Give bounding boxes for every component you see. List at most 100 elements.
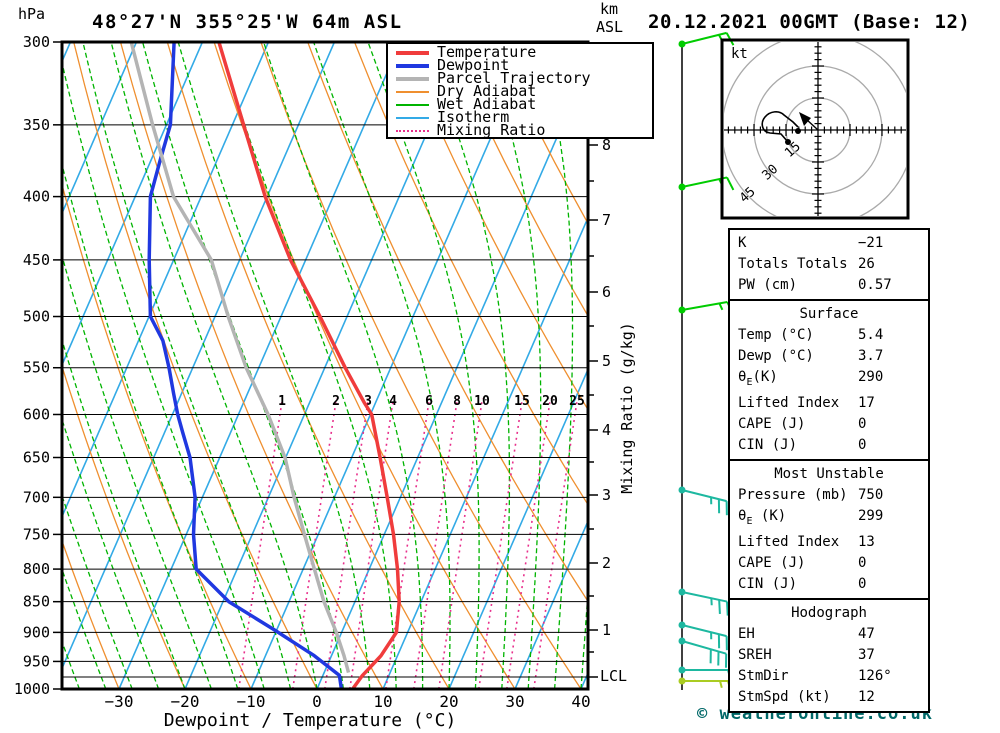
legend-item: Wet Adiabat — [396, 97, 652, 112]
legend-item: Mixing Ratio — [396, 123, 652, 138]
svg-text:−20: −20 — [171, 692, 200, 711]
stat-label: K — [738, 235, 747, 251]
parcel-trajectory-curve — [129, 43, 351, 674]
legend-line-sample — [396, 116, 429, 119]
wind-barb — [678, 588, 729, 616]
wet-adiabats — [63, 43, 587, 688]
stat-value: 13 — [858, 533, 875, 550]
stat-row: StmSpd (kt) 12 — [730, 687, 928, 708]
stat-label: CIN (J) — [738, 436, 798, 453]
svg-text:650: 650 — [23, 449, 50, 467]
stats-section-title: Surface — [799, 306, 859, 322]
svg-text:1: 1 — [602, 621, 611, 639]
svg-text:8: 8 — [602, 136, 611, 154]
hodograph-unit-label: kt — [731, 46, 748, 62]
stat-row: CIN (J) 0 — [730, 574, 928, 595]
svg-text:400: 400 — [23, 188, 50, 206]
svg-text:3: 3 — [602, 486, 611, 504]
stats-section-surface: Surface Temp (°C) 5.4 Dewp (°C) 3.7 θE(K) 290 L… — [728, 299, 930, 461]
stat-row: θE (K) 299 — [730, 506, 928, 532]
svg-text:1: 1 — [278, 394, 286, 409]
stat-row: Dewp (°C) 3.7 — [730, 346, 928, 367]
svg-text:30: 30 — [505, 692, 524, 711]
legend-line-sample — [396, 103, 429, 106]
stat-value: 750 — [858, 486, 884, 503]
page-title: 48°27'N 355°25'W 64m ASL — [92, 11, 403, 33]
svg-text:550: 550 — [23, 359, 50, 377]
svg-text:850: 850 — [23, 593, 50, 611]
wind-barb — [678, 176, 735, 191]
km-tick-labels: 8 7 6 5 4 3 2 1 — [588, 109, 611, 678]
stat-row: K −21 — [730, 233, 928, 254]
stat-label: Lifted Index — [738, 394, 840, 411]
altitude-axis-unit-km: km — [600, 0, 619, 18]
stat-row: Lifted Index 13 — [730, 532, 928, 553]
svg-text:450: 450 — [23, 251, 50, 269]
svg-text:6: 6 — [602, 283, 611, 301]
svg-text:3: 3 — [364, 394, 372, 409]
storm-motion-arrowhead — [799, 112, 811, 126]
stats-section-indices: K −21 Totals Totals 26 PW (cm) 0.57 — [728, 228, 930, 301]
hodograph-border — [720, 38, 910, 220]
dewpoint-curve — [147, 43, 344, 688]
stat-value: 12 — [858, 688, 875, 705]
wind-barb — [678, 621, 728, 651]
svg-text:25: 25 — [569, 394, 585, 409]
stat-value: 5.4 — [858, 327, 884, 343]
wind-barb — [678, 301, 735, 316]
legend-line-sample — [396, 76, 429, 81]
svg-text:2: 2 — [332, 394, 340, 409]
svg-text:1000: 1000 — [14, 680, 50, 698]
stat-label: Dewp (°C) — [738, 348, 814, 364]
wind-barb — [678, 637, 728, 668]
stat-value: −21 — [858, 235, 884, 251]
stat-row: StmDir 126° — [730, 666, 928, 687]
svg-text:700: 700 — [23, 488, 50, 506]
hodograph-trace — [761, 111, 799, 143]
svg-text:20: 20 — [439, 692, 458, 711]
stat-label: CAPE (J) — [738, 415, 806, 432]
stat-value: 0 — [858, 554, 867, 571]
stat-label: Pressure (mb) — [738, 486, 848, 503]
x-axis-label: Dewpoint / Temperature (°C) — [163, 710, 457, 731]
stat-value: 17 — [858, 394, 875, 411]
legend-label: Dewpoint — [437, 56, 510, 74]
mixing-ratio-value-labels: 1 2 3 4 6 8 10 15 20 25 — [278, 394, 585, 409]
svg-text:7: 7 — [602, 211, 611, 229]
svg-text:600: 600 — [23, 405, 50, 423]
mixing-ratio-lines — [238, 397, 579, 688]
legend: Temperature Dewpoint Parcel Trajectory Dry … — [386, 42, 654, 139]
stat-label: CAPE (J) — [738, 554, 806, 571]
stat-label: StmSpd (kt) — [738, 688, 831, 705]
pressure-tick-labels: 300 350 400 450 500 550 600 650 700 750 800 850 900 9… — [14, 33, 62, 698]
stat-value: 299 — [858, 507, 884, 524]
svg-text:2: 2 — [602, 554, 611, 572]
wind-barb — [678, 677, 733, 695]
temp-tick-labels: −30 −20 −10 0 10 20 30 40 — [105, 692, 591, 711]
stat-row: Totals Totals 26 — [730, 254, 928, 275]
stats-section-title: Most Unstable — [774, 465, 884, 482]
stat-row: Lifted Index 17 — [730, 393, 928, 414]
plot-border — [60, 40, 590, 691]
legend-label: Temperature — [437, 43, 537, 61]
svg-text:950: 950 — [23, 652, 50, 670]
stat-label: Totals Totals — [738, 256, 848, 272]
stat-label: θE (K) — [738, 507, 787, 527]
pressure-axis-unit: hPa — [18, 5, 46, 23]
svg-text:750: 750 — [23, 525, 50, 543]
svg-text:300: 300 — [23, 33, 50, 51]
stat-label: θE(K) — [738, 369, 778, 388]
stat-row: Temp (°C) 5.4 — [730, 325, 928, 346]
stat-value: 47 — [858, 625, 875, 642]
stat-label: Temp (°C) — [738, 327, 814, 343]
svg-text:10: 10 — [474, 394, 490, 409]
svg-text:40: 40 — [571, 692, 590, 711]
stat-value: 0 — [858, 575, 867, 592]
legend-line-sample — [396, 90, 429, 93]
stat-label: SREH — [738, 646, 772, 663]
svg-text:15: 15 — [514, 394, 530, 409]
stat-value: 0.57 — [858, 277, 892, 293]
mixing-ratio-axis-label: Mixing Ratio (g/kg) — [618, 322, 636, 494]
